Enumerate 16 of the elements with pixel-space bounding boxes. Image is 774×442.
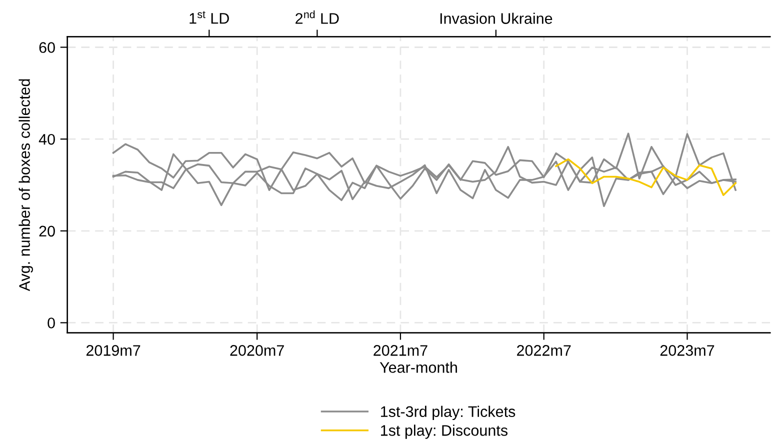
x2-tick-label: 1$^{st}$ LD (190, 11, 229, 24)
x-tick-label: 2022m7 (517, 345, 571, 356)
y-tick-label: 0 (48, 318, 55, 328)
y-tick-label: 40 (38, 134, 55, 145)
y-tick-label: 60 (39, 42, 55, 53)
x-tick-label: 2021m7 (374, 345, 428, 356)
x-tick-label: 2023m7 (660, 345, 714, 356)
y-axis-title: Avg. number of boxes collected (18, 79, 33, 292)
x2-tick-label: 2$^{nd}$ LD (296, 10, 339, 24)
x-axis-title: Year-month (380, 362, 457, 373)
y-tick-label: 20 (39, 226, 55, 237)
legend-label: 1st-3rd play: Tickets (381, 406, 516, 420)
legend-label: 1st play: Discounts (381, 424, 508, 439)
x2-tick-label: Invasion Ukraine (440, 12, 552, 24)
x-tick-label: 2019m7 (86, 345, 140, 356)
x-tick-label: 2020m7 (230, 345, 284, 356)
